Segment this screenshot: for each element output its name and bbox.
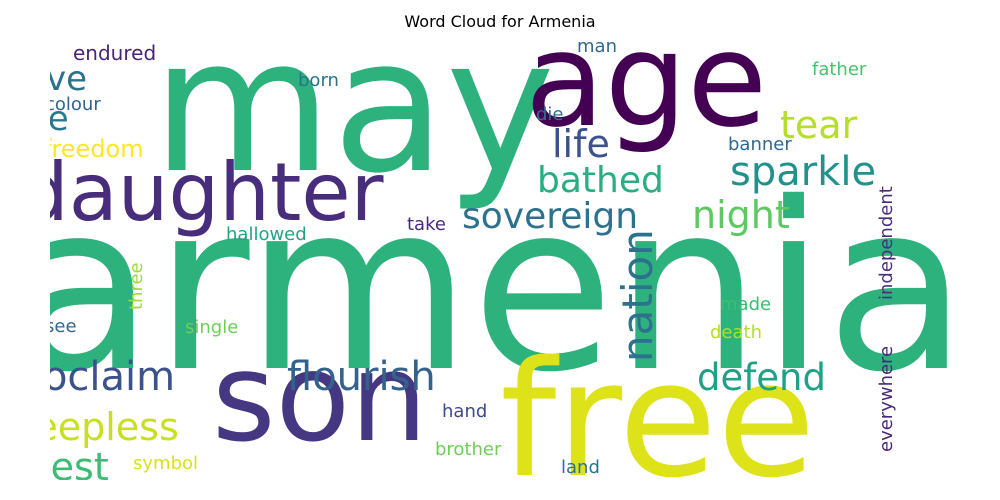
word-hallowed: hallowed xyxy=(226,224,307,245)
word-colour: colour xyxy=(50,94,101,115)
word-bathed: bathed xyxy=(537,160,664,201)
word-everywhere: everywhere xyxy=(876,346,897,452)
word-sleepless: sleepless xyxy=(50,405,179,449)
word-age: age xyxy=(525,30,767,156)
word-born: born xyxy=(298,70,339,91)
word-symbol: symbol xyxy=(133,453,198,474)
word-made: made xyxy=(720,294,771,315)
word-nation: nation xyxy=(613,229,662,362)
word-proclaim: proclaim xyxy=(50,354,175,400)
word-death: death xyxy=(710,322,762,343)
word-banner: banner xyxy=(728,134,792,155)
word-father: father xyxy=(812,59,867,80)
word-defend: defend xyxy=(697,356,826,399)
chart-title: Word Cloud for Armenia xyxy=(404,12,596,31)
word-give: give xyxy=(50,59,87,99)
word-man: man xyxy=(577,36,617,57)
word-take: take xyxy=(407,214,446,235)
word-independent: independent xyxy=(876,186,897,300)
word-son: son xyxy=(212,327,428,469)
word-hand: hand xyxy=(442,401,487,422)
word-flourish: flourish xyxy=(287,354,436,400)
word-brother: brother xyxy=(435,439,502,460)
word-life: life xyxy=(552,122,610,166)
word-night: night xyxy=(692,193,790,237)
word-armenia: armenia xyxy=(50,153,950,423)
word-land: land xyxy=(561,457,600,478)
word-freedom: freedom xyxy=(50,135,144,163)
word-die: die xyxy=(536,104,564,125)
word-sparkle: sparkle xyxy=(730,149,876,195)
word-sovereign: sovereign xyxy=(462,196,638,237)
word-single: single xyxy=(185,317,238,338)
word-foe: foe xyxy=(50,99,69,139)
word-tear: tear xyxy=(780,103,858,147)
word-may: may xyxy=(152,30,555,214)
word-three: three xyxy=(126,262,147,310)
word-see: see xyxy=(50,316,77,337)
word-blest: blest xyxy=(50,445,109,480)
word-free: free xyxy=(500,326,815,480)
word-daughter: daughter xyxy=(50,146,384,239)
word-endured: endured xyxy=(73,41,156,65)
